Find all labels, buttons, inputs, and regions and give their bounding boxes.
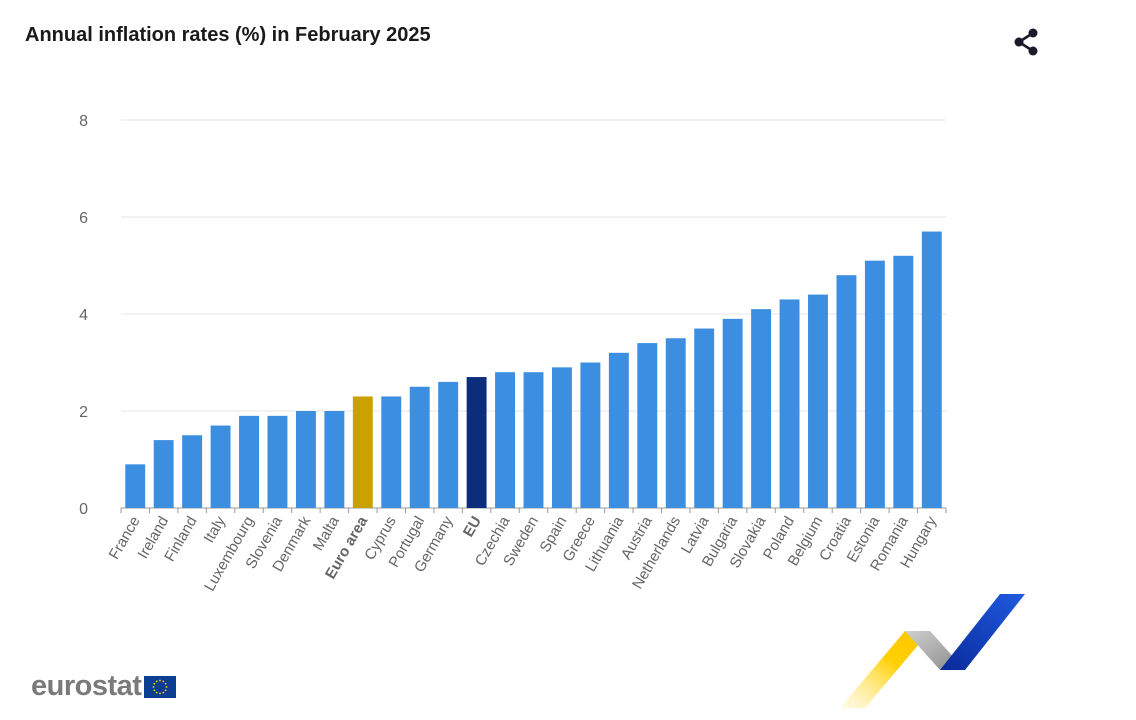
flag-star: [159, 679, 162, 681]
bar-bulgaria[interactable]: [722, 318, 743, 508]
bar-germany[interactable]: [438, 381, 459, 508]
bar-finland[interactable]: [182, 435, 203, 508]
share-icon[interactable]: [1011, 27, 1041, 57]
y-tick-label: 2: [79, 404, 88, 421]
logo-text: eurostat: [31, 670, 142, 702]
eu-flag-icon: [144, 675, 177, 698]
bar-denmark[interactable]: [295, 411, 316, 508]
bar-netherlands[interactable]: [665, 338, 686, 508]
bar-malta[interactable]: [324, 411, 345, 508]
bar-euro-area[interactable]: [352, 396, 373, 508]
bar-slovakia[interactable]: [751, 309, 772, 508]
flag-star: [156, 679, 159, 682]
flag-star: [153, 682, 156, 685]
eurostat-logo: eurostat: [31, 670, 177, 703]
bar-austria[interactable]: [637, 343, 658, 508]
flag-star: [162, 679, 165, 682]
bar-sweden[interactable]: [523, 372, 544, 508]
y-tick-label: 0: [79, 501, 88, 518]
bar-latvia[interactable]: [694, 328, 715, 508]
y-tick-label: 4: [79, 307, 88, 324]
bar-cyprus[interactable]: [381, 396, 402, 508]
bar-czechia[interactable]: [495, 372, 516, 508]
flag-star: [153, 685, 155, 688]
bar-eu[interactable]: [466, 377, 487, 508]
bar-italy[interactable]: [210, 425, 231, 508]
bar-belgium[interactable]: [808, 294, 828, 508]
bar-greece[interactable]: [580, 362, 601, 509]
flag-star: [165, 682, 167, 685]
y-tick-label: 8: [79, 113, 88, 130]
y-tick-label: 6: [79, 210, 88, 227]
flag-star: [166, 685, 168, 688]
flag-star: [165, 688, 167, 691]
flag-star: [156, 691, 159, 694]
bar-poland[interactable]: [779, 299, 800, 508]
flag-star: [159, 692, 162, 694]
x-tick-label: EU: [460, 514, 485, 541]
bar-romania[interactable]: [893, 255, 914, 508]
bar-croatia[interactable]: [836, 275, 857, 508]
x-tick-label: Italy: [201, 513, 230, 546]
bar-france[interactable]: [125, 464, 146, 508]
flag-star: [153, 688, 156, 691]
bar-estonia[interactable]: [864, 260, 885, 508]
bar-ireland[interactable]: [153, 440, 174, 508]
bar-spain[interactable]: [551, 367, 572, 508]
flag-star: [162, 691, 165, 694]
bar-hungary[interactable]: [921, 231, 942, 509]
bar-luxembourg[interactable]: [239, 415, 259, 508]
bar-portugal[interactable]: [409, 386, 430, 508]
page-title: Annual inflation rates (%) in February 2…: [25, 24, 431, 46]
bar-lithuania[interactable]: [608, 352, 629, 508]
decorative-ribbon: [840, 594, 1025, 708]
bar-slovenia[interactable]: [267, 415, 288, 508]
